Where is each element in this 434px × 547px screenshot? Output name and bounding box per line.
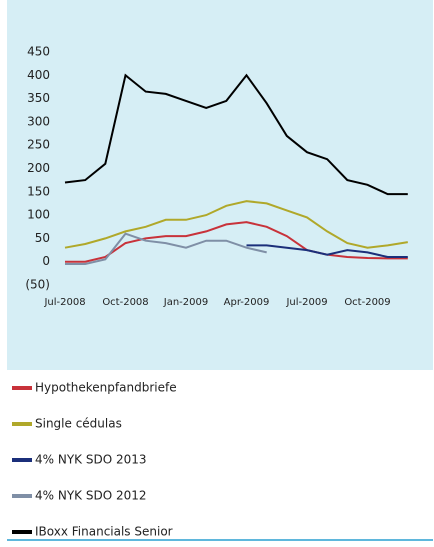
x-tick-label: Jul-2009 — [285, 297, 327, 308]
legend-label: 4% NYK SDO 2012 — [35, 489, 147, 503]
legend-swatch — [12, 494, 32, 498]
x-tick-label: Apr-2009 — [224, 297, 270, 308]
x-tick-label: Jan-2009 — [163, 297, 208, 308]
y-tick-label: 100 — [27, 208, 50, 222]
legend-swatch — [12, 458, 32, 462]
series-line — [64, 200, 408, 249]
legend-swatch — [12, 386, 32, 390]
x-tick-label: Oct-2008 — [102, 297, 148, 308]
y-tick-label: 450 — [27, 45, 50, 59]
legend-label: Hypothekenpfandbriefe — [35, 381, 177, 395]
series-line — [246, 244, 408, 258]
legend-label: Single cédulas — [35, 417, 122, 431]
y-tick-label: 300 — [27, 114, 50, 128]
y-tick-label: 0 — [42, 254, 50, 268]
legend-label: 4% NYK SDO 2013 — [35, 453, 147, 467]
series-line — [65, 232, 267, 265]
legend-swatch — [12, 422, 32, 426]
series-line — [64, 73, 408, 196]
series-line — [65, 221, 408, 263]
y-tick-label: (50) — [25, 278, 50, 292]
y-tick-label: 50 — [35, 231, 50, 245]
legend-swatch — [12, 530, 32, 534]
legend-label: IBoxx Financials Senior — [35, 525, 173, 539]
x-tick-label: Oct-2009 — [344, 297, 390, 308]
y-tick-label: 400 — [27, 68, 50, 82]
y-tick-label: 150 — [27, 184, 50, 198]
x-tick-label: Jul-2008 — [43, 297, 85, 308]
y-tick-label: 250 — [27, 138, 50, 152]
y-tick-label: 200 — [27, 161, 50, 175]
plot-background — [7, 0, 433, 370]
y-tick-label: 350 — [27, 91, 50, 105]
